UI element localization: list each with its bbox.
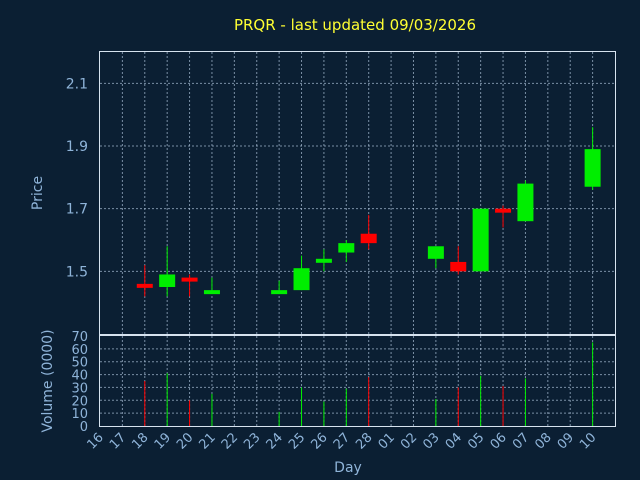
x-tick-label: 07 <box>510 430 532 452</box>
x-tick-label: 26 <box>308 430 330 452</box>
x-axis-ticks: 16 17 18 19 20 21 22 23 24 25 26 27 28 01 02 03 04 05 06 07… <box>85 430 600 452</box>
x-tick-label: 18 <box>129 430 151 452</box>
x-tick-label: 05 <box>465 430 487 452</box>
price-axis-label: Price <box>30 176 46 210</box>
candle-body <box>181 277 198 282</box>
candle-body <box>584 149 601 187</box>
volume-y-tick-label: 50 <box>71 356 88 371</box>
x-axis-label: Day <box>334 460 362 476</box>
x-tick-label: 08 <box>532 430 554 452</box>
candle-body <box>517 183 534 222</box>
x-tick-label: 09 <box>555 430 577 452</box>
price-y-tick-label: 1.9 <box>66 139 88 155</box>
x-tick-label: 27 <box>331 430 353 452</box>
volume-y-tick-label: 40 <box>71 369 88 384</box>
x-tick-label: 22 <box>219 430 241 452</box>
candle-body <box>159 274 176 287</box>
price-y-ticks: 1.5 1.7 1.9 2.1 <box>66 76 88 280</box>
chart-title: PRQR - last updated 09/03/2026 <box>234 16 476 34</box>
candle-body <box>136 283 153 288</box>
candle-body <box>472 208 489 272</box>
x-tick-label: 28 <box>353 430 375 452</box>
candle-body <box>338 243 355 253</box>
volume-y-tick-label: 70 <box>71 330 88 345</box>
price-y-tick-label: 1.5 <box>66 264 88 280</box>
x-tick-label: 17 <box>107 430 129 452</box>
volume-grid <box>100 336 615 426</box>
x-tick-label: 21 <box>196 430 218 452</box>
volume-axis-label: Volume (0000) <box>40 329 56 432</box>
candle-body <box>450 261 467 272</box>
x-tick-label: 19 <box>152 430 174 452</box>
candle-body <box>203 290 220 295</box>
volume-y-tick-label: 20 <box>71 394 88 409</box>
x-tick-label: 23 <box>241 430 263 452</box>
candle-body <box>427 246 444 259</box>
price-y-tick-label: 1.7 <box>66 202 88 218</box>
x-tick-label: 01 <box>376 430 398 452</box>
price-y-tick-label: 2.1 <box>66 76 88 92</box>
x-tick-label: 10 <box>577 430 599 452</box>
volume-y-tick-label: 60 <box>71 343 88 358</box>
x-tick-label: 02 <box>398 430 420 452</box>
candle-body <box>495 208 512 213</box>
x-tick-label: 25 <box>286 430 308 452</box>
price-panel-frame <box>99 51 616 335</box>
volume-y-tick-label: 0 <box>80 420 88 435</box>
volume-series <box>144 342 594 426</box>
price-grid <box>100 52 615 334</box>
candle-body <box>315 258 332 263</box>
x-tick-label: 24 <box>264 430 286 452</box>
candle-body <box>360 233 377 244</box>
volume-panel-frame <box>99 335 616 427</box>
volume-y-tick-label: 10 <box>71 407 88 422</box>
candlestick-series <box>136 127 601 297</box>
x-tick-label: 04 <box>443 430 465 452</box>
x-tick-label: 03 <box>420 430 442 452</box>
candle-body <box>293 268 310 291</box>
x-tick-label: 20 <box>174 430 196 452</box>
volume-y-tick-label: 30 <box>71 381 88 396</box>
candle-body <box>271 290 288 295</box>
x-tick-label: 06 <box>488 430 510 452</box>
